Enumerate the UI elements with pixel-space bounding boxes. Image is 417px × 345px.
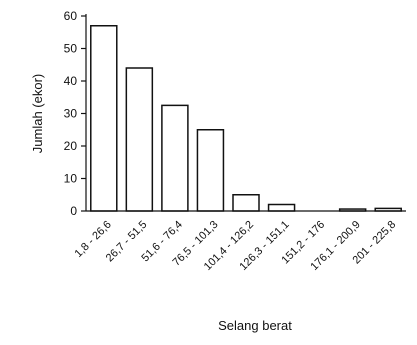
bar bbox=[267, 203, 296, 212]
y-tick-label: 20 bbox=[64, 139, 78, 153]
y-ticks-group: 0 10 20 30 40 50 60 bbox=[64, 9, 86, 218]
bar bbox=[90, 25, 118, 212]
bar bbox=[125, 67, 154, 212]
x-axis-title: Selang berat bbox=[218, 318, 292, 333]
bar bbox=[161, 104, 189, 212]
y-tick-label: 60 bbox=[64, 9, 78, 23]
bar bbox=[232, 194, 260, 212]
y-tick-label: 30 bbox=[64, 107, 78, 121]
y-axis-title: Jumlah (ekor) bbox=[30, 74, 45, 153]
y-tick-label: 0 bbox=[70, 204, 77, 218]
y-tick-label: 50 bbox=[64, 42, 78, 56]
bar bbox=[196, 129, 225, 212]
y-tick-label: 40 bbox=[64, 74, 78, 88]
x-tick-labels-group: 1,8 - 26,626,7 - 51,551,6 - 76,476,5 - 1… bbox=[73, 219, 399, 273]
y-tick-label: 10 bbox=[64, 172, 78, 186]
bars-group bbox=[90, 25, 402, 212]
